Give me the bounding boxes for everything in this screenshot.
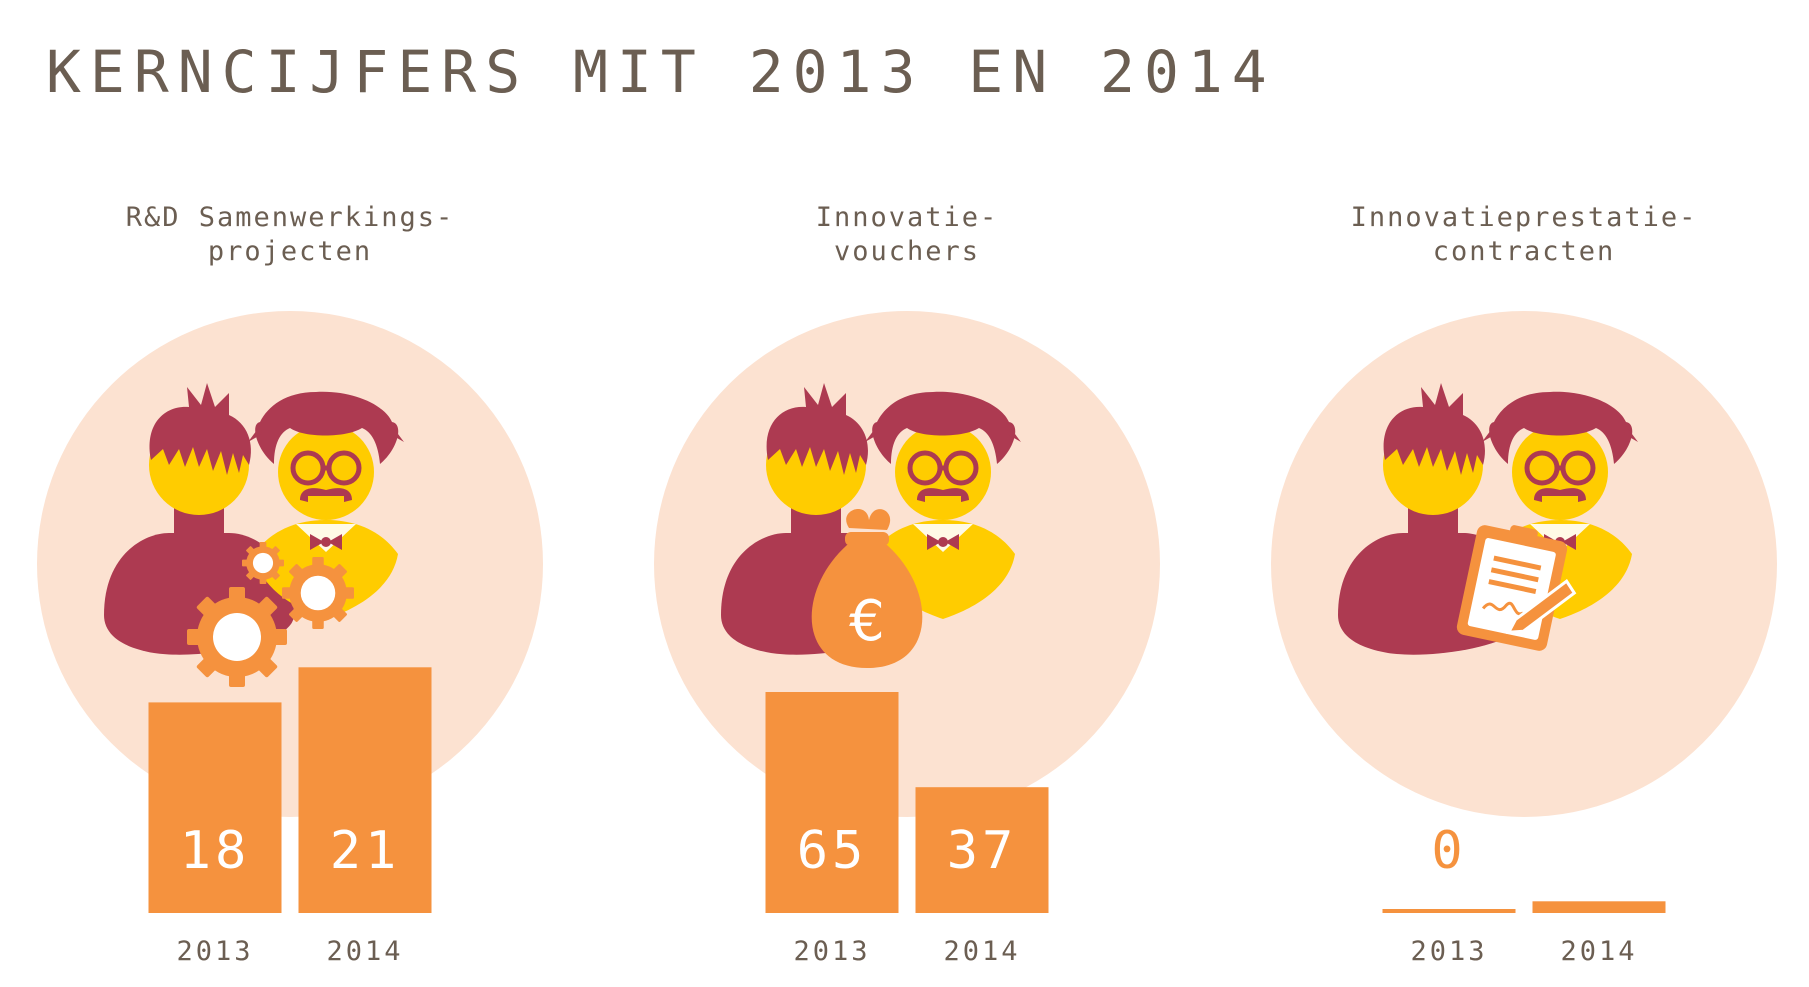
year-label: 2013 (1410, 936, 1487, 967)
bar-value-label: 1 (1581, 821, 1616, 881)
panel-title-line: projecten (208, 236, 372, 267)
contract-icon (1456, 525, 1577, 651)
year-label: 2014 (943, 936, 1020, 967)
page-title: KERNCIJFERS MIT 2013 EN 2014 (46, 38, 1276, 106)
bar-2014 (298, 667, 432, 913)
panels-container: R&D Samenwerkings-projecten182013212014I… (37, 202, 1777, 967)
panel-title-line: Innovatie- (816, 202, 999, 233)
bar-value-label: 18 (180, 821, 251, 881)
chart-panel-3: Innovatieprestatie-contracten 0 2013 1 2014 (1271, 202, 1777, 967)
year-label: 2013 (176, 936, 253, 967)
panel-title-line: R&D Samenwerkings- (126, 202, 455, 233)
chart-panel-2: Innovatie-vouchers €65 2013 37 2014 (654, 202, 1160, 967)
bar-value-label: 65 (797, 821, 868, 881)
panel-title-line: Innovatieprestatie- (1351, 202, 1698, 233)
panel-title-line: vouchers (834, 236, 980, 267)
bar-value-label: 37 (947, 821, 1018, 881)
bar-2014 (1532, 901, 1666, 913)
year-label: 2014 (326, 936, 403, 967)
bar-2013 (1382, 909, 1516, 913)
year-label: 2013 (793, 936, 870, 967)
bar-value-label: 0 (1431, 821, 1466, 881)
bar-2014 (915, 787, 1049, 913)
svg-text:€: € (849, 589, 885, 654)
year-label: 2014 (1560, 936, 1637, 967)
bar-value-label: 21 (330, 821, 401, 881)
bar-2013 (765, 692, 899, 913)
money-bag-icon: € (811, 508, 923, 668)
bar-2013 (148, 702, 282, 913)
chart-panel-1: R&D Samenwerkings-projecten 18 2013 21 2014 (37, 202, 543, 967)
panel-title-line: contracten (1433, 236, 1616, 267)
